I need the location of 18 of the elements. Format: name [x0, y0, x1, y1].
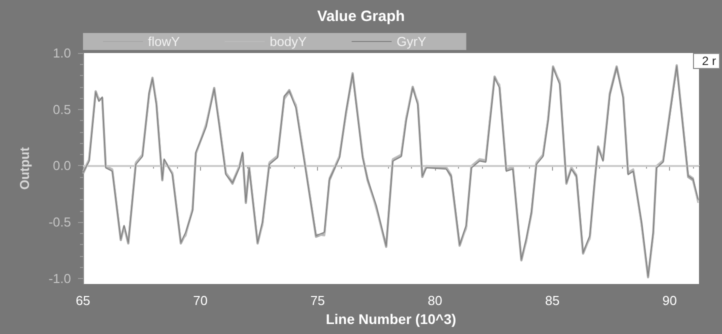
x-tick-label: 90 [662, 293, 677, 308]
text: 2 r [702, 54, 716, 68]
legend-label: flowY [148, 34, 180, 49]
x-tick-label: 70 [193, 293, 208, 308]
y-tick-label: 0.0 [52, 158, 71, 174]
y-tick-label: -0.5 [48, 214, 71, 230]
x-tick-label: 85 [545, 293, 560, 308]
legend-label: GyrY [396, 34, 427, 49]
y-tick-label: 0.5 [52, 102, 71, 117]
x-tick-label: 75 [310, 293, 325, 308]
x-axis-title: Line Number (10^3) [326, 310, 456, 327]
chart-title: Value Graph [317, 8, 405, 25]
legend-label: bodyY [270, 34, 307, 49]
y-tick-label: -1.0 [48, 270, 71, 286]
y-axis-title: Output [17, 146, 32, 190]
y-tick-label: 1.0 [52, 46, 71, 60]
x-tick-label: 80 [428, 293, 442, 308]
x-tick-label: 65 [76, 293, 90, 308]
